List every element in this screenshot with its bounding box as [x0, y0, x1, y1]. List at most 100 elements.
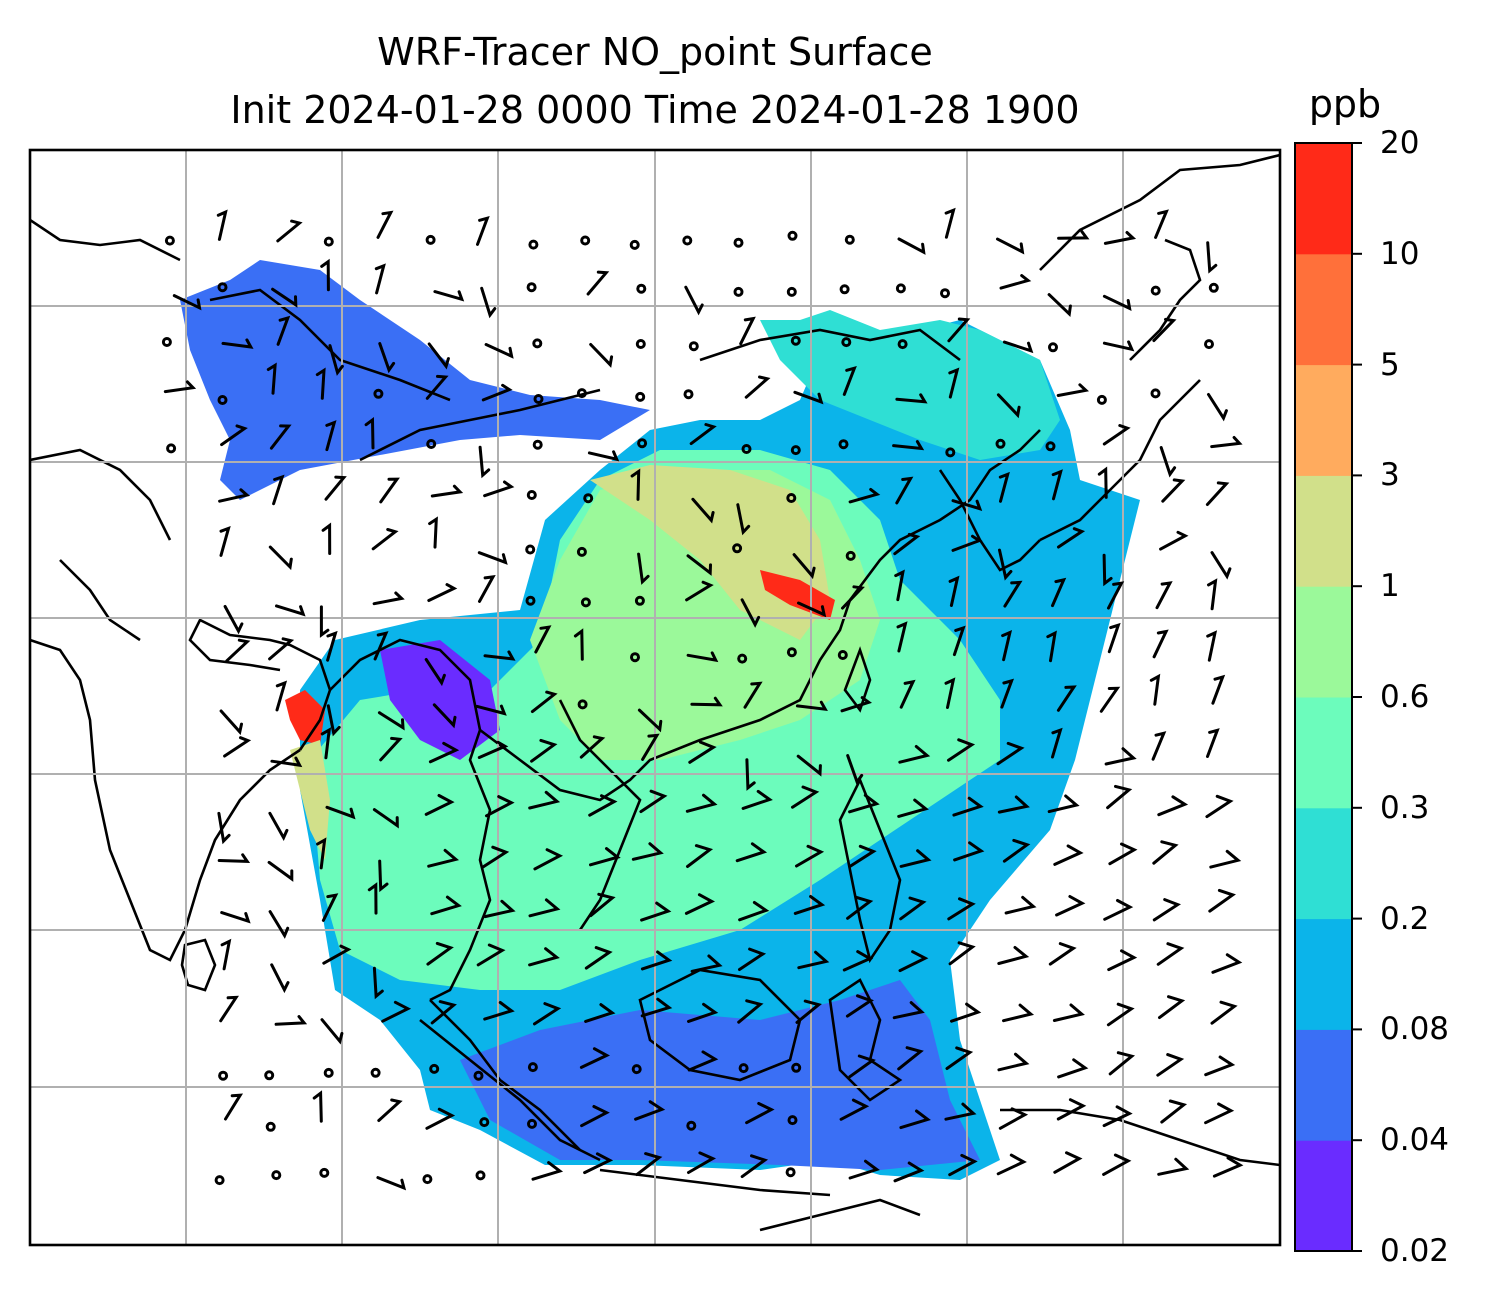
- wind-barb-calm-35: [895, 283, 906, 294]
- wind-barb-174: [686, 651, 719, 663]
- wind-barb-65: [266, 362, 277, 395]
- wind-barb-243: [1157, 795, 1189, 817]
- wind-barb-110: [483, 480, 515, 498]
- colorbar-segment-4: [1295, 697, 1352, 809]
- wind-barb-296: [797, 950, 830, 970]
- wind-barb-348: [377, 1098, 403, 1122]
- wind-barb-316: [795, 999, 822, 1024]
- wind-barb-197: [840, 696, 872, 713]
- wind-barb-calm-73: [683, 389, 694, 400]
- wind-barb-283: [1152, 898, 1181, 922]
- wind-barb-calm-33: [786, 286, 797, 297]
- wind-barb-203: [1149, 673, 1161, 706]
- wind-barb-50: [589, 343, 614, 368]
- wind-barb-150: [478, 575, 496, 603]
- colorbar-unit-label: ppb: [1308, 82, 1382, 126]
- wind-barb-172: [573, 628, 584, 661]
- map-title-line-1: WRF-Tracer NO_point Surface: [377, 30, 933, 74]
- wind-barb-321: [1052, 1003, 1085, 1022]
- wind-barb-275: [738, 901, 770, 922]
- colorbar-tick-label: 0.6: [1380, 679, 1430, 715]
- border-inland-6: [59, 559, 141, 642]
- border-inland-3: [699, 328, 961, 362]
- wind-barb-47: [427, 342, 450, 370]
- wind-barb-302: [1107, 949, 1138, 972]
- wind-barb-318: [892, 1001, 925, 1020]
- colorbar-tick-label: 0.08: [1380, 1011, 1450, 1048]
- field-layer-peak-1: [285, 690, 325, 745]
- wind-barb-182: [1107, 622, 1121, 654]
- wind-barb-332: [579, 1047, 611, 1069]
- wind-barb-319: [950, 1002, 982, 1023]
- wind-barb-185: [219, 709, 243, 736]
- wind-barb-213: [641, 733, 660, 761]
- wind-barb-20: [1206, 241, 1218, 274]
- coast-japan: [1039, 379, 1201, 542]
- wind-barb-23: [271, 287, 298, 308]
- wind-barb-279: [947, 897, 976, 921]
- wind-barb-179: [952, 625, 966, 657]
- wind-barb-79: [996, 393, 1021, 419]
- wind-barb-218: [898, 745, 931, 764]
- wind-barb-calm-369: [422, 1174, 433, 1185]
- wind-barb-134: [686, 554, 712, 576]
- wind-barb-138: [893, 532, 921, 556]
- wind-barb-323: [1158, 995, 1186, 1020]
- colorbar-segment-8: [1295, 253, 1352, 366]
- wind-barb-313: [640, 997, 673, 1018]
- wind-barb-14: [897, 237, 926, 255]
- wind-barb-calm-327: [323, 1067, 334, 1078]
- wind-barb-127: [321, 522, 332, 555]
- wind-barb-295: [738, 947, 767, 971]
- wind-barb-98: [892, 440, 925, 451]
- wind-barb-90: [478, 445, 491, 479]
- wind-barb-273: [640, 901, 672, 922]
- wind-barb-204: [1211, 674, 1226, 705]
- wind-barb-calm-22: [217, 282, 228, 293]
- wind-barb-calm-151: [525, 595, 536, 606]
- wind-barb-338: [897, 1046, 924, 1071]
- wind-barb-322: [1106, 1002, 1135, 1027]
- coast-java: [599, 1168, 831, 1197]
- coast-sulawesi: [828, 978, 903, 1102]
- wind-barb-85: [220, 424, 248, 447]
- wind-barb-242: [1106, 784, 1133, 810]
- wind-barb-calm-153: [634, 595, 645, 606]
- wind-barb-244: [1205, 794, 1234, 819]
- wind-barb-308: [381, 1000, 412, 1023]
- coast-sumatra: [419, 1018, 601, 1162]
- wind-barb-342: [1108, 1051, 1136, 1076]
- wind-barb-calm-96: [790, 445, 801, 456]
- colorbar-tick-label: 1: [1380, 568, 1400, 605]
- wind-barb-209: [428, 741, 460, 764]
- wind-barb-31: [684, 285, 704, 316]
- wind-barb-144: [1210, 551, 1232, 580]
- coastlines: [30, 153, 1280, 1232]
- wind-barb-159: [948, 575, 960, 607]
- wind-barb-calm-325: [218, 1070, 229, 1081]
- wind-barb-360: [998, 1107, 1029, 1130]
- wind-barb-249: [427, 848, 460, 868]
- wind-barb-372: [583, 1152, 614, 1175]
- wind-barb-calm-111: [526, 490, 537, 500]
- colorbar-segment-6: [1295, 475, 1352, 587]
- wind-barb-357: [839, 1098, 870, 1121]
- wind-barb-289: [426, 941, 454, 966]
- wind-barb-calm-5: [425, 234, 436, 245]
- wind-barb-227: [325, 805, 356, 820]
- wind-barb-371: [531, 1161, 564, 1181]
- wind-barb-278: [899, 896, 927, 921]
- colorbar-tick-label: 10: [1380, 235, 1420, 272]
- wind-barb-39: [1102, 294, 1132, 312]
- wind-barb-343: [1156, 1053, 1185, 1077]
- wind-barb-208: [379, 736, 403, 762]
- field-indochina-low: [380, 640, 500, 760]
- wind-barb-29: [586, 270, 610, 296]
- wind-barb-69: [481, 383, 513, 402]
- wind-barb-315: [737, 999, 764, 1024]
- wind-barb-6: [476, 215, 490, 246]
- wind-barb-265: [220, 911, 251, 924]
- wind-barb-115: [736, 503, 751, 536]
- wind-barb-calm-367: [319, 1167, 330, 1178]
- wind-barb-calm-93: [637, 438, 648, 449]
